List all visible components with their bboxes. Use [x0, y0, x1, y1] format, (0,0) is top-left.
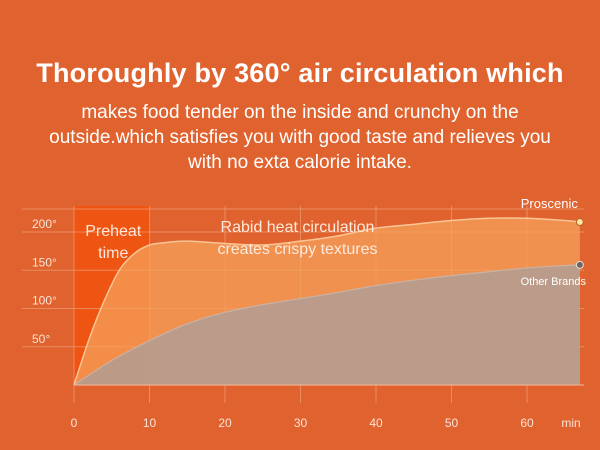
other-brands-area — [74, 264, 580, 385]
y-tick-label: 100° — [32, 294, 57, 308]
x-tick-label: 60 — [520, 416, 534, 430]
proscenic-end-marker — [575, 218, 584, 227]
phase-label-circulation: Rabid heat circulation — [221, 219, 375, 236]
x-tick-label: 30 — [294, 416, 308, 430]
x-tick-label: 50 — [445, 416, 459, 430]
proscenic-line — [73, 217, 580, 386]
phase-label-preheat: time — [98, 245, 128, 262]
legend-other-brands: Other Brands — [521, 276, 587, 288]
other-brands-end-marker — [575, 260, 584, 269]
y-tick-label: 200° — [32, 217, 57, 231]
x-tick-label: 10 — [143, 416, 157, 430]
y-tick-label: 150° — [32, 255, 57, 269]
subheadline: makes food tender on the inside and crun… — [49, 102, 551, 173]
y-tick-label: 50° — [32, 332, 50, 346]
legend-proscenic: Proscenic — [521, 196, 579, 211]
headline: Thoroughly by 360° air circulation which — [36, 58, 564, 88]
x-tick-label: 0 — [71, 416, 78, 430]
other-brands-line — [73, 264, 580, 386]
phase-label-circulation: creates crispy textures — [217, 241, 377, 258]
phase-label-preheat: Preheat — [85, 223, 142, 240]
x-tick-label: 20 — [218, 416, 232, 430]
x-tick-label: 40 — [369, 416, 383, 430]
x-unit-label: min — [561, 416, 580, 430]
